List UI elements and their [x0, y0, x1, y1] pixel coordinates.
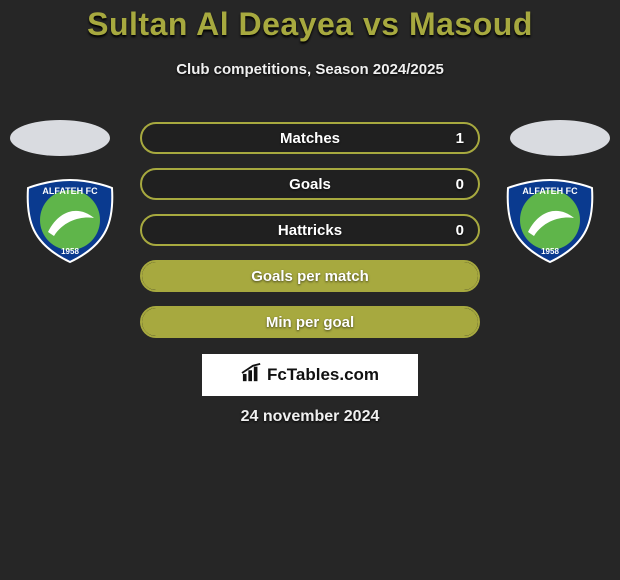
- club-badge-left: ALFATEH FC 1958: [20, 178, 120, 264]
- branding-text: FcTables.com: [267, 365, 379, 385]
- stat-row-min-per-goal: Min per goal: [140, 306, 480, 338]
- stats-container: Matches 1 Goals 0 Hattricks 0 Goals per …: [140, 122, 480, 352]
- stat-right-value: 0: [456, 216, 464, 244]
- player-photo-right: [510, 120, 610, 156]
- stat-label: Min per goal: [142, 308, 478, 336]
- stat-row-goals-per-match: Goals per match: [140, 260, 480, 292]
- stat-row-hattricks: Hattricks 0: [140, 214, 480, 246]
- club-badge-year: 1958: [61, 247, 79, 256]
- club-badge-right: ALFATEH FC 1958: [500, 178, 600, 264]
- stat-row-matches: Matches 1: [140, 122, 480, 154]
- stat-label: Hattricks: [142, 216, 478, 244]
- stat-right-value: 1: [456, 124, 464, 152]
- club-badge-name: ALFATEH FC: [42, 186, 98, 196]
- subtitle: Club competitions, Season 2024/2025: [0, 61, 620, 78]
- svg-text:ALFATEH FC: ALFATEH FC: [522, 186, 578, 196]
- stat-label: Goals: [142, 170, 478, 198]
- chart-icon: [241, 363, 263, 388]
- stat-right-value: 0: [456, 170, 464, 198]
- stat-label: Matches: [142, 124, 478, 152]
- svg-text:1958: 1958: [541, 247, 559, 256]
- player-photo-left: [10, 120, 110, 156]
- stat-label: Goals per match: [142, 262, 478, 290]
- date-text: 24 november 2024: [0, 408, 620, 426]
- stat-row-goals: Goals 0: [140, 168, 480, 200]
- branding-badge: FcTables.com: [202, 354, 418, 396]
- page-title: Sultan Al Deayea vs Masoud: [0, 0, 620, 43]
